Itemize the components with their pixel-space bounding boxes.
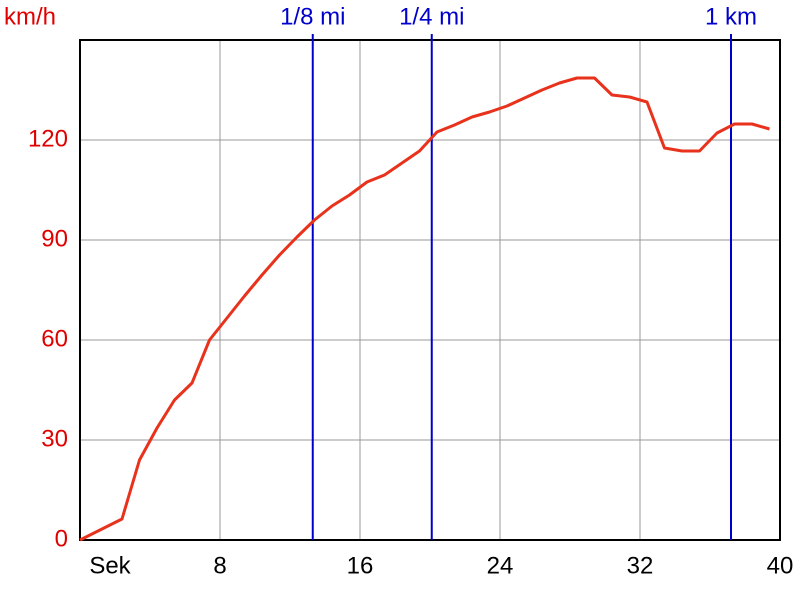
x-axis-label: Sek [89, 552, 131, 579]
y-tick-label: 90 [41, 225, 68, 252]
y-tick-label: 30 [41, 425, 68, 452]
y-tick-label: 120 [28, 125, 68, 152]
y-axis-label: km/h [4, 3, 56, 30]
x-tick-label: 16 [347, 552, 374, 579]
x-tick-label: 32 [627, 552, 654, 579]
distance-marker-label: 1/4 mi [399, 3, 464, 30]
y-tick-label: 60 [41, 325, 68, 352]
distance-marker-label: 1 km [705, 3, 757, 30]
distance-marker-label: 1/8 mi [280, 3, 345, 30]
x-tick-label: 24 [487, 552, 514, 579]
speed-line [79, 76, 770, 542]
x-tick-label: 8 [213, 552, 226, 579]
plot-frame [79, 39, 781, 541]
y-tick-label: 0 [55, 525, 68, 552]
x-tick-label: 40 [767, 552, 794, 579]
